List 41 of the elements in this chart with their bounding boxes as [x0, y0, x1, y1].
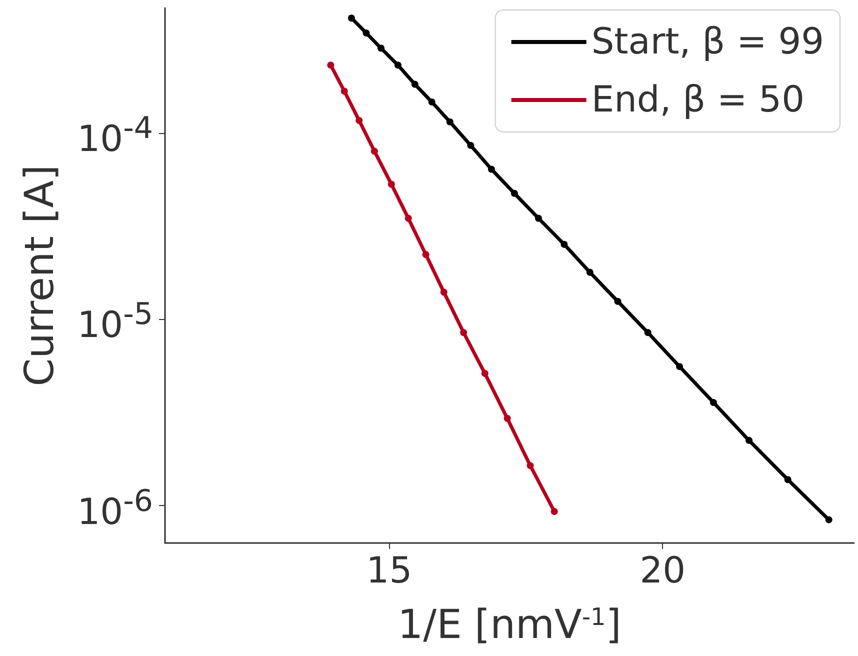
- legend-label: Start, β = 99: [591, 22, 824, 62]
- y-axis-title: Current [A]: [17, 164, 63, 386]
- point: [428, 98, 436, 106]
- point: [550, 508, 558, 515]
- point: [481, 370, 488, 377]
- point: [348, 14, 355, 22]
- point: [526, 462, 534, 470]
- point: [440, 288, 448, 296]
- y-tick-label: 10$^{-5}$: [77, 296, 153, 346]
- point: [534, 214, 542, 222]
- point: [404, 214, 412, 222]
- x-tick-label: 15: [366, 550, 412, 592]
- point: [370, 148, 378, 155]
- point: [784, 476, 792, 484]
- point: [676, 363, 684, 370]
- point: [504, 414, 511, 422]
- point: [422, 251, 430, 258]
- point: [340, 88, 348, 95]
- point: [362, 30, 370, 37]
- point: [560, 240, 568, 248]
- point: [488, 166, 495, 173]
- point: [460, 329, 468, 336]
- point: [446, 118, 454, 126]
- point: [614, 298, 622, 305]
- point: [586, 268, 594, 276]
- point: [327, 62, 334, 69]
- point: [356, 116, 363, 124]
- point: [825, 516, 832, 524]
- point: [394, 62, 402, 69]
- point: [710, 398, 717, 406]
- point: [510, 190, 518, 197]
- point: [378, 44, 384, 52]
- y-tick-label: 10$^{-4}$: [77, 110, 153, 160]
- x-tick-label: 20: [640, 550, 686, 592]
- point: [746, 436, 753, 444]
- point: [467, 142, 474, 149]
- point: [388, 180, 395, 188]
- point: [644, 329, 652, 336]
- point: [411, 80, 418, 88]
- y-tick-label: 10$^{-6}$: [77, 482, 153, 533]
- legend-label: End, β = 50: [591, 80, 804, 120]
